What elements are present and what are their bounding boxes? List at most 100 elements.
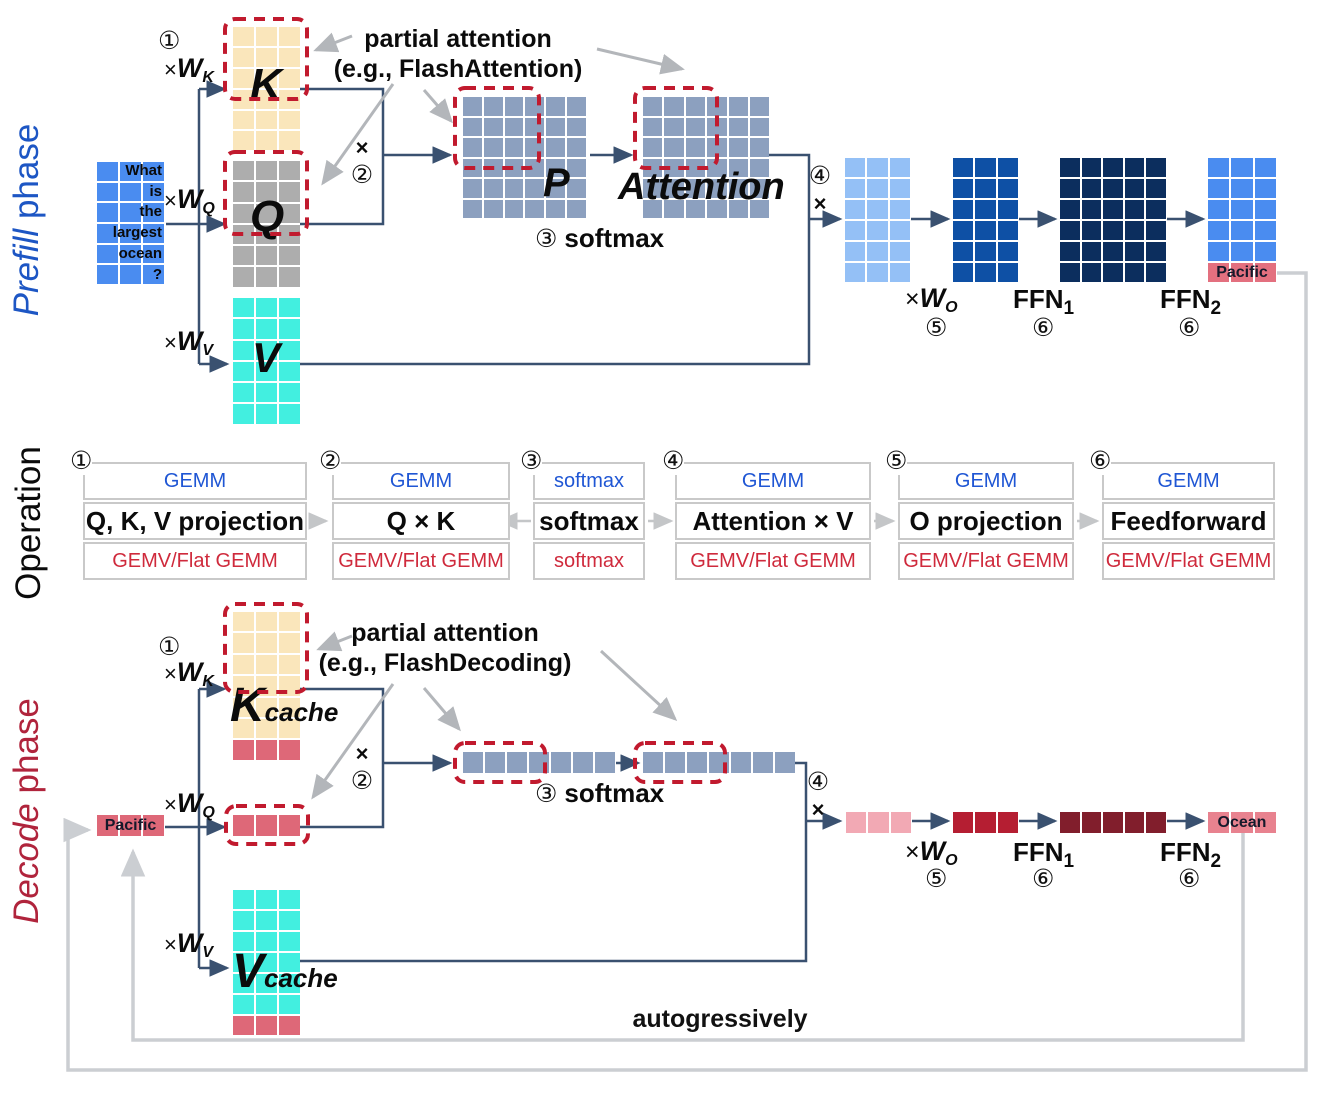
matrix-cell xyxy=(256,974,277,993)
matrix-cell xyxy=(463,199,482,218)
matrix-cell xyxy=(97,244,118,264)
matrix-cell xyxy=(707,117,727,136)
times-sign: × xyxy=(813,191,827,216)
ffn-sub: 2 xyxy=(1210,298,1222,320)
matrix-cell xyxy=(233,612,254,632)
matrix-cell xyxy=(845,221,866,240)
matrix-cell xyxy=(233,974,254,993)
p-vector-decode xyxy=(463,752,615,773)
matrix-cell xyxy=(595,752,615,773)
op-step-circle: ④ xyxy=(662,446,685,475)
matrix-cell xyxy=(120,815,141,836)
matrix-cell xyxy=(975,263,996,282)
matrix-cell xyxy=(1081,158,1102,177)
matrix-cell xyxy=(504,138,524,157)
matrix-cell xyxy=(97,265,118,285)
times-sign: × xyxy=(905,838,920,866)
matrix-cell xyxy=(279,267,300,287)
matrix-cell xyxy=(566,117,586,136)
matrix-cell xyxy=(685,97,706,116)
matrix-cell xyxy=(485,752,505,773)
matrix-cell xyxy=(664,179,684,198)
matrix-cell xyxy=(233,383,254,403)
step4-circle: ④ xyxy=(808,161,832,190)
matrix-cell xyxy=(1060,179,1080,198)
op-prefill-kernel-label: GEMM xyxy=(83,462,307,500)
decode-phase-label: Decode phase xyxy=(7,691,49,931)
matrix-cell xyxy=(997,242,1018,261)
step2-times-prefill: × ② xyxy=(348,136,376,191)
wo-weight-label-prefill: ×WO xyxy=(905,283,958,317)
note-line1: partial attention xyxy=(364,25,552,53)
matrix-cell xyxy=(279,718,300,739)
matrix-cell xyxy=(546,97,565,116)
matrix-cell xyxy=(279,47,300,67)
op-prefill-kernel-label: softmax xyxy=(533,462,645,500)
matrix-cell xyxy=(731,752,751,773)
matrix-cell xyxy=(233,319,254,339)
prefill-output-token: Pacific xyxy=(1216,263,1268,281)
matrix-cell xyxy=(279,974,300,993)
matrix-cell xyxy=(1231,200,1253,219)
matrix-cell xyxy=(256,654,277,675)
matrix-cell xyxy=(233,246,254,266)
matrix-cell xyxy=(143,162,164,181)
step4-circle: ④ xyxy=(806,767,830,796)
matrix-cell xyxy=(1103,812,1123,833)
matrix-cell xyxy=(529,752,549,773)
matrix-cell xyxy=(685,179,706,198)
attention-matrix-label: Attention xyxy=(618,166,785,208)
matrix-cell xyxy=(664,97,684,116)
matrix-cell xyxy=(1231,263,1253,282)
op-step-circle: ⑤ xyxy=(885,446,908,475)
matrix-cell xyxy=(256,383,277,403)
matrix-cell xyxy=(566,97,586,116)
matrix-cell xyxy=(256,246,277,266)
w-base: W xyxy=(176,657,203,687)
matrix-cell xyxy=(525,158,545,177)
partial-attention-note-decode: partial attention (e.g., FlashDecoding) xyxy=(312,618,578,678)
w-base: W xyxy=(176,53,203,83)
matrix-cell xyxy=(143,182,164,202)
matrix-cell xyxy=(953,242,974,261)
w-sub: O xyxy=(945,852,958,869)
matrix-cell xyxy=(1231,242,1253,261)
matrix-cell xyxy=(953,263,974,282)
step5-circle-decode: ⑤ xyxy=(925,864,948,893)
matrix-cell xyxy=(953,158,974,177)
matrix-cell xyxy=(97,224,118,243)
matrix-cell xyxy=(664,138,684,157)
matrix-cell xyxy=(279,953,300,972)
matrix-cell xyxy=(504,117,524,136)
matrix-cell xyxy=(707,179,727,198)
softmax-step-label-decode: ③ softmax xyxy=(535,778,664,809)
matrix-cell xyxy=(728,97,748,116)
matrix-cell xyxy=(997,158,1018,177)
matrix-cell xyxy=(728,117,748,136)
times-sign: × xyxy=(355,741,369,766)
matrix-cell xyxy=(1208,200,1230,219)
matrix-cell xyxy=(233,815,254,836)
ffn-base: FFN xyxy=(1013,284,1064,314)
ffn1-matrix xyxy=(1060,158,1166,282)
matrix-cell xyxy=(256,1016,277,1035)
matrix-cell xyxy=(233,633,254,653)
op-decode-kernel-label: GEMV/Flat GEMM xyxy=(332,542,510,580)
matrix-cell xyxy=(664,117,684,136)
q-matrix-label: Q xyxy=(250,192,285,241)
matrix-cell xyxy=(845,158,866,177)
matrix-cell xyxy=(889,221,910,240)
matrix-cell xyxy=(504,179,524,198)
matrix-cell xyxy=(1060,812,1080,833)
k-cache-label: Kcache xyxy=(230,678,338,733)
matrix-cell xyxy=(566,179,586,198)
matrix-cell xyxy=(120,182,141,202)
matrix-cell xyxy=(256,27,277,46)
o-projection-matrix xyxy=(953,158,1018,282)
matrix-cell xyxy=(775,752,795,773)
ocean-token-matrix xyxy=(1208,812,1276,833)
matrix-cell xyxy=(1124,263,1145,282)
matrix-cell xyxy=(1254,221,1276,240)
w-sub: K xyxy=(202,69,214,86)
autoregressive-loop xyxy=(120,833,1245,1042)
